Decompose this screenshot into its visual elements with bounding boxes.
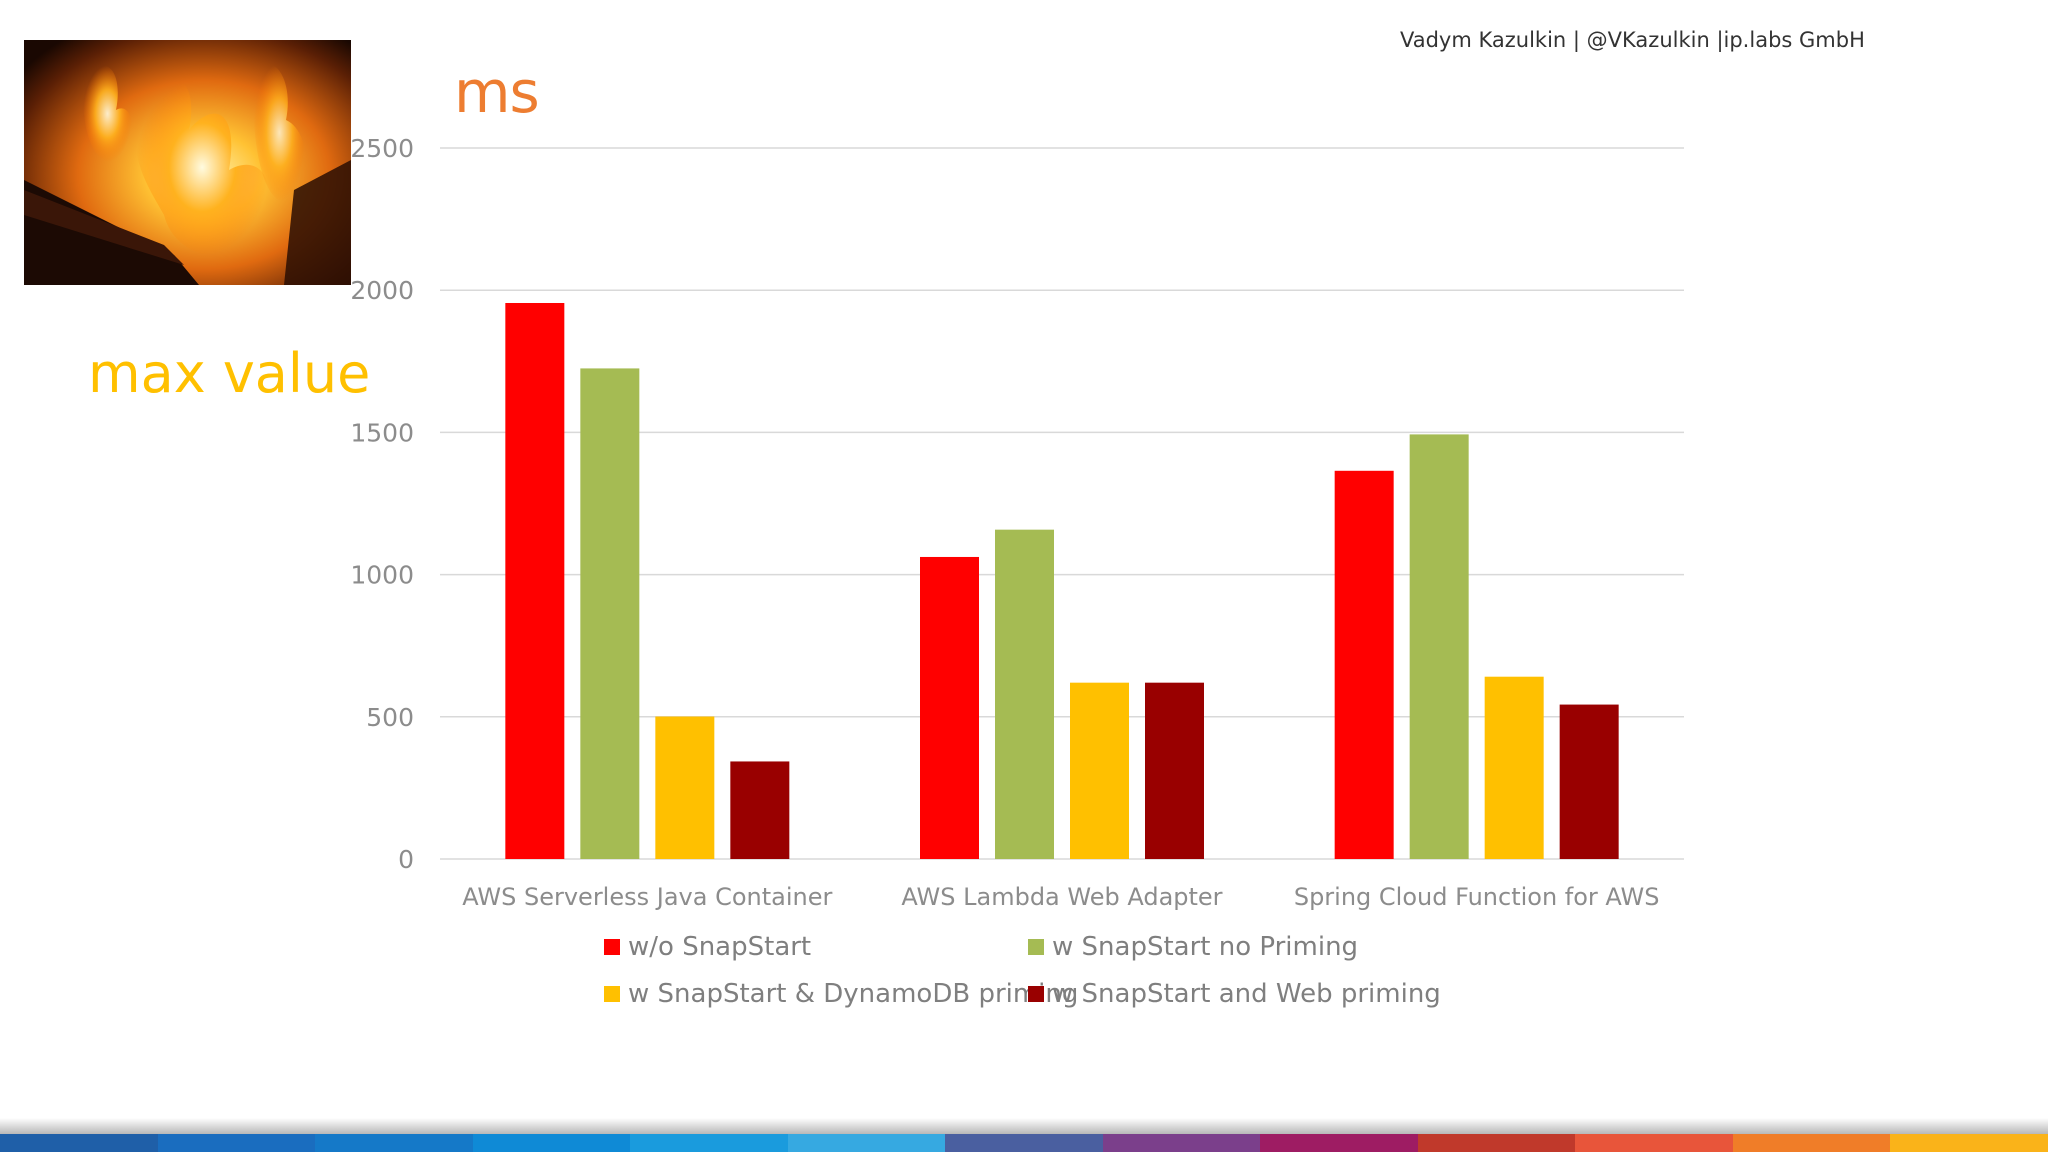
bar-series2-cat2 bbox=[1484, 676, 1544, 859]
bar-series1-cat1 bbox=[995, 529, 1054, 859]
footer-segment bbox=[0, 1134, 158, 1152]
y-tick-label: 1000 bbox=[350, 561, 414, 590]
bar-series0-cat2 bbox=[1334, 470, 1394, 859]
footer-segment bbox=[1575, 1134, 1733, 1152]
unit-label: ms bbox=[454, 58, 540, 126]
footer-segment bbox=[630, 1134, 788, 1152]
legend-label: w/o SnapStart bbox=[628, 932, 812, 962]
footer-color-bar bbox=[0, 1134, 2048, 1152]
footer-segment bbox=[157, 1134, 316, 1152]
legend-label: w SnapStart no Priming bbox=[1052, 932, 1359, 962]
footer-shadow bbox=[0, 1118, 2048, 1134]
bar-series2-cat0 bbox=[655, 716, 715, 859]
bar-series0-cat0 bbox=[505, 302, 565, 859]
x-category-label: AWS Lambda Web Adapter bbox=[901, 883, 1222, 911]
legend-item: w SnapStart and Web priming bbox=[1028, 979, 1441, 1009]
footer-segment bbox=[945, 1134, 1103, 1152]
footer-segment bbox=[1890, 1134, 2048, 1152]
legend-label: w SnapStart & DynamoDB priming bbox=[628, 979, 1079, 1009]
bar-series3-cat2 bbox=[1559, 704, 1619, 859]
y-tick-label: 1500 bbox=[350, 418, 414, 447]
bar-series0-cat1 bbox=[920, 556, 979, 859]
y-tick-label: 500 bbox=[366, 703, 414, 732]
bar-series3-cat0 bbox=[730, 761, 790, 859]
legend-item: w SnapStart no Priming bbox=[1028, 932, 1358, 962]
bar-series3-cat1 bbox=[1145, 682, 1204, 859]
legend-item: w/o SnapStart bbox=[604, 932, 811, 962]
bar-chart: 0 500 1000 1500 2000 2500 AWS Serverless Java … bbox=[350, 134, 1684, 911]
x-category-label: AWS Serverless Java Container bbox=[462, 883, 832, 911]
metric-label: max value bbox=[88, 342, 371, 405]
legend-swatch bbox=[1028, 986, 1044, 1002]
bar-series1-cat2 bbox=[1409, 434, 1469, 859]
legend-swatch bbox=[1028, 939, 1044, 955]
x-category-label: Spring Cloud Function for AWS bbox=[1294, 883, 1660, 911]
footer-segment bbox=[1732, 1134, 1891, 1152]
bar-series1-cat0 bbox=[580, 368, 640, 859]
footer-segment bbox=[472, 1134, 631, 1152]
legend-swatch bbox=[604, 939, 620, 955]
legend-item: w SnapStart & DynamoDB priming bbox=[604, 979, 1078, 1009]
footer-segment bbox=[787, 1134, 946, 1152]
footer-segment bbox=[315, 1134, 473, 1152]
fire-image bbox=[24, 40, 351, 285]
footer-segment bbox=[1102, 1134, 1261, 1152]
legend-label: w SnapStart and Web priming bbox=[1052, 979, 1441, 1009]
fire-icon bbox=[24, 40, 351, 285]
footer-segment bbox=[1417, 1134, 1576, 1152]
legend-swatch bbox=[604, 986, 620, 1002]
y-tick-label: 2500 bbox=[350, 134, 414, 163]
bar-series2-cat1 bbox=[1070, 682, 1129, 859]
footer-segment bbox=[1260, 1134, 1418, 1152]
y-tick-label: 2000 bbox=[350, 276, 414, 305]
author-credit: Vadym Kazulkin | @VKazulkin |ip.labs Gmb… bbox=[1400, 28, 1865, 52]
y-tick-label: 0 bbox=[398, 845, 414, 874]
